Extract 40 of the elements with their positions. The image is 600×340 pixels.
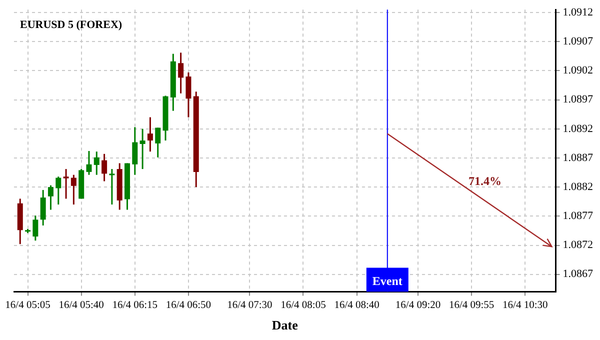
- candlestick: [102, 153, 108, 182]
- y-tick-label: 1.0907: [562, 35, 594, 48]
- candlestick: [147, 116, 153, 152]
- y-tick-label: 1.0867: [562, 268, 594, 280]
- candlestick: [186, 72, 192, 118]
- candlestick: [155, 126, 161, 158]
- candlestick: [109, 168, 115, 206]
- x-tick-label: 16/4 05:05: [5, 300, 50, 311]
- x-tick-label: 16/4 06:15: [112, 300, 158, 311]
- candlestick: [48, 184, 54, 211]
- candlestick: [86, 150, 92, 176]
- candlestick: [32, 214, 38, 242]
- text: EURUSD 5 (FOREX): [20, 18, 122, 31]
- y-tick-label: 1.0897: [562, 94, 594, 106]
- y-tick-label: 1.0872: [562, 239, 593, 252]
- candlestick: [70, 174, 76, 206]
- y-tick-label: 1.0877: [562, 210, 594, 222]
- y-tick-label: 1.0892: [562, 122, 593, 135]
- annotation: 71.4%: [468, 174, 502, 188]
- candlestick: [63, 168, 69, 200]
- candlestick: [94, 150, 100, 176]
- x-tick-label: 16/4 08:05: [280, 300, 326, 311]
- x-tick-label: 16/4 09:55: [448, 300, 494, 311]
- x-axis-title: Date: [272, 318, 298, 333]
- x-tick-label: 16/4 05:40: [58, 300, 104, 311]
- candlestick: [132, 126, 138, 176]
- candlestick: [40, 189, 46, 226]
- x-tick-label: 16/4 10:30: [502, 300, 548, 311]
- x-tick-label: 16/4 06:50: [166, 300, 212, 311]
- candlestick: [56, 176, 62, 206]
- y-tick-label: 1.0912: [562, 6, 593, 18]
- y-tick-label: 1.0902: [562, 64, 593, 77]
- candlestick: [140, 128, 146, 170]
- x-tick-label: 16/4 08:40: [334, 300, 380, 311]
- ref-line-label: Event: [372, 274, 402, 288]
- y-tick-label: 1.0887: [562, 152, 594, 164]
- y-tick-label: 1.0882: [562, 180, 593, 193]
- x-tick-label: 16/4 09:20: [395, 300, 441, 311]
- x-tick-label: 16/4 07:30: [227, 300, 272, 311]
- candlestick: [178, 52, 184, 94]
